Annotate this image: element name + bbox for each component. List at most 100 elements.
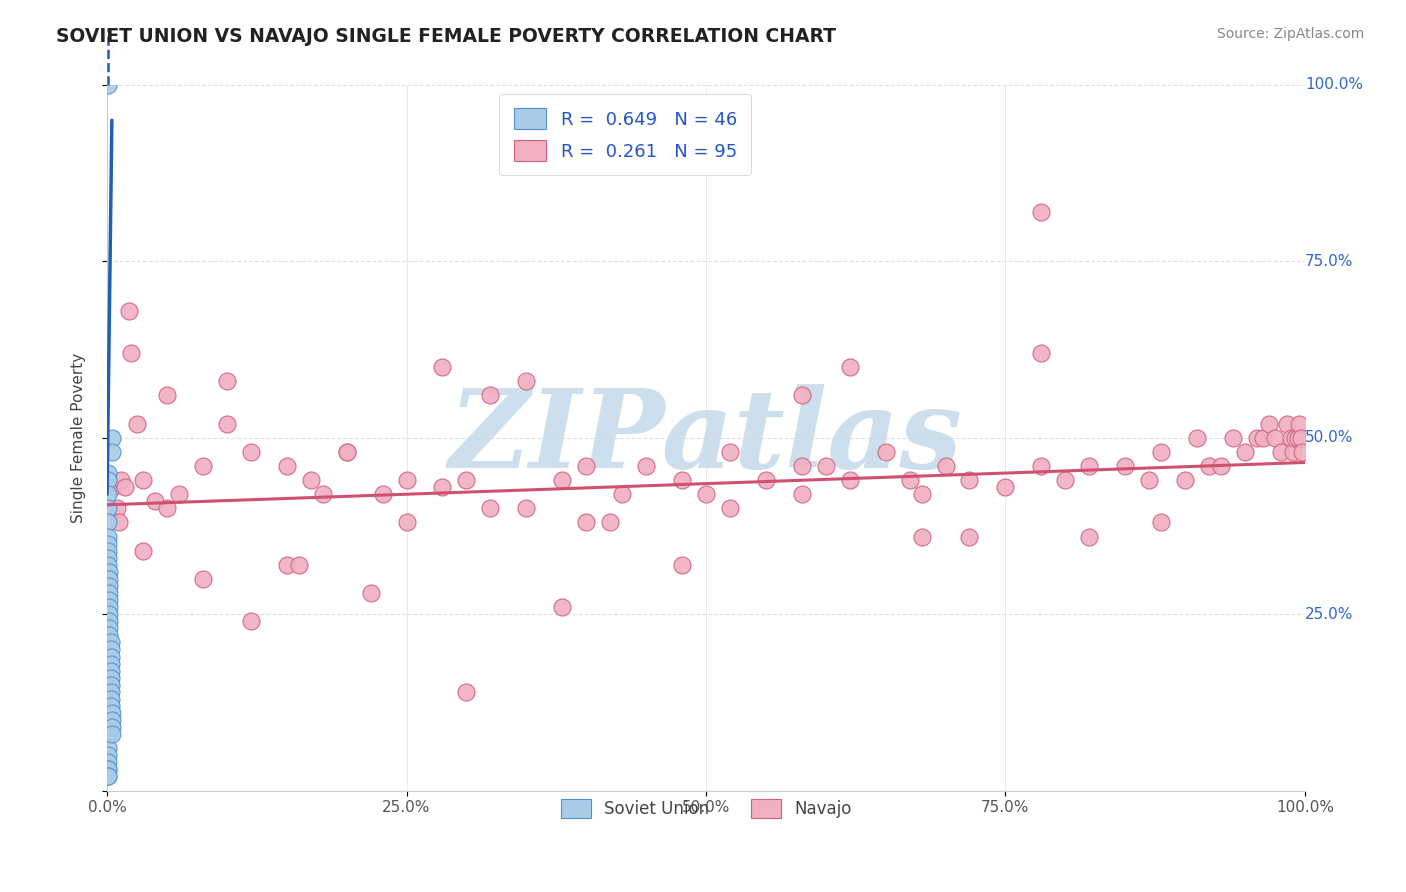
Point <box>910 487 932 501</box>
Point <box>1258 417 1281 431</box>
Point <box>551 600 574 615</box>
Point <box>100 642 122 657</box>
Point <box>1114 458 1136 473</box>
Point <box>98 607 121 622</box>
Point <box>97 763 120 777</box>
Point <box>1031 205 1053 219</box>
Point <box>336 445 359 459</box>
Point <box>143 494 166 508</box>
Point <box>1031 458 1053 473</box>
Point <box>97 756 120 770</box>
Point <box>718 501 741 516</box>
Text: ZIPatlas: ZIPatlas <box>449 384 963 491</box>
Point <box>215 417 238 431</box>
Point <box>790 388 813 402</box>
Y-axis label: Single Female Poverty: Single Female Poverty <box>72 352 86 523</box>
Point <box>515 374 537 388</box>
Point <box>98 565 121 579</box>
Point <box>100 664 122 678</box>
Point <box>1209 458 1232 473</box>
Point <box>1054 473 1077 487</box>
Point <box>790 487 813 501</box>
Point <box>97 727 120 741</box>
Point <box>432 480 454 494</box>
Point <box>994 480 1017 494</box>
Point <box>575 516 598 530</box>
Point <box>97 748 120 763</box>
Point <box>97 550 120 565</box>
Point <box>1198 458 1220 473</box>
Point <box>898 473 921 487</box>
Point <box>599 516 621 530</box>
Text: 25.0%: 25.0% <box>1305 607 1353 622</box>
Point <box>98 579 121 593</box>
Point <box>838 360 860 375</box>
Point <box>1233 445 1256 459</box>
Point <box>312 487 335 501</box>
Point <box>101 706 124 720</box>
Point <box>97 78 120 92</box>
Point <box>910 530 932 544</box>
Point <box>1150 516 1173 530</box>
Legend: Soviet Union, Navajo: Soviet Union, Navajo <box>554 792 858 824</box>
Point <box>97 770 120 784</box>
Point <box>959 473 981 487</box>
Text: SOVIET UNION VS NAVAJO SINGLE FEMALE POVERTY CORRELATION CHART: SOVIET UNION VS NAVAJO SINGLE FEMALE POV… <box>56 27 837 45</box>
Point <box>156 501 179 516</box>
Point <box>101 727 124 741</box>
Point <box>97 473 120 487</box>
Point <box>167 487 190 501</box>
Point <box>97 516 120 530</box>
Text: Source: ZipAtlas.com: Source: ZipAtlas.com <box>1216 27 1364 41</box>
Point <box>479 501 502 516</box>
Point <box>98 572 121 586</box>
Point <box>718 445 741 459</box>
Point <box>814 458 837 473</box>
Point <box>97 543 120 558</box>
Point <box>108 516 131 530</box>
Point <box>479 388 502 402</box>
Point <box>1078 458 1101 473</box>
Point <box>98 593 121 607</box>
Point <box>1284 431 1306 445</box>
Point <box>1291 431 1313 445</box>
Point <box>299 473 322 487</box>
Point <box>97 558 120 572</box>
Point <box>98 628 121 642</box>
Point <box>97 763 120 777</box>
Point <box>276 458 298 473</box>
Point <box>276 558 298 572</box>
Point <box>1251 431 1274 445</box>
Point <box>790 458 813 473</box>
Point <box>132 543 155 558</box>
Point <box>1264 431 1286 445</box>
Point <box>1288 417 1310 431</box>
Point <box>1291 445 1313 459</box>
Point <box>97 536 120 550</box>
Point <box>97 741 120 756</box>
Point <box>98 621 121 635</box>
Point <box>132 473 155 487</box>
Point <box>395 516 418 530</box>
Point <box>101 713 124 727</box>
Point <box>875 445 897 459</box>
Point <box>1270 445 1292 459</box>
Point <box>371 487 394 501</box>
Point <box>1246 431 1268 445</box>
Point <box>1286 431 1309 445</box>
Point <box>100 691 122 706</box>
Point <box>100 698 122 713</box>
Point <box>456 685 478 699</box>
Point <box>755 473 778 487</box>
Point <box>1222 431 1244 445</box>
Point <box>432 360 454 375</box>
Point <box>1174 473 1197 487</box>
Point <box>515 501 537 516</box>
Point <box>101 431 124 445</box>
Point <box>1275 417 1298 431</box>
Point <box>101 720 124 734</box>
Point <box>114 480 136 494</box>
Point <box>959 530 981 544</box>
Point <box>98 600 121 615</box>
Text: 50.0%: 50.0% <box>1305 430 1353 445</box>
